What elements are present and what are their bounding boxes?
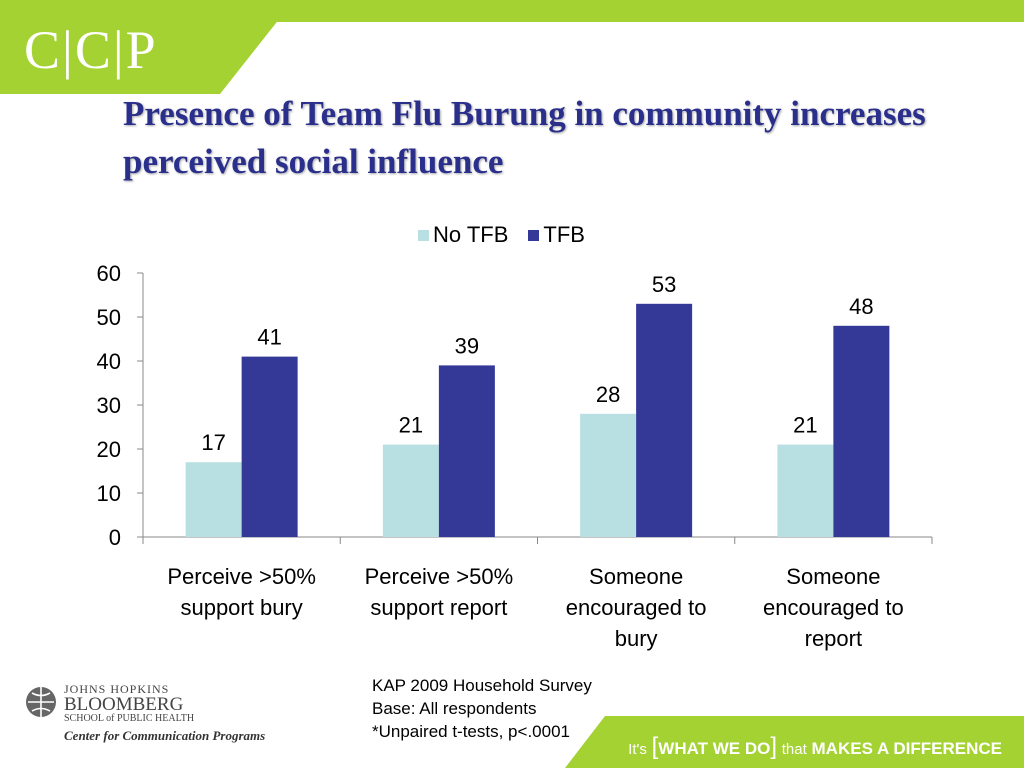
bloomberg-name: BLOOMBERG [64,694,184,715]
bar [833,325,890,537]
ccp-logo-text: C|C|P [24,20,158,80]
source-note-stats: *Unpaired t-tests, p<.0001 [372,722,570,741]
legend-item-tfb: TFB [528,222,585,248]
source-note-base: Base: All respondents [372,699,537,718]
globe-icon [26,687,56,717]
tagline: It's [WHAT WE DO] that MAKES A DIFFERENC… [628,733,1002,761]
data-label: 48 [849,294,873,319]
y-tick-label: 30 [97,393,121,418]
ccp-logo-tab [0,18,280,94]
legend-item-no-tfb: No TFB [418,222,508,248]
jhu-name: JOHNS HOPKINS [64,682,170,696]
top-green-band [0,0,1024,22]
bar [438,365,495,537]
chart-legend: No TFB TFB [418,222,605,248]
x-category-label: encouraged to [763,595,904,620]
slide-title: Presence of Team Flu Burung in community… [123,94,926,181]
school-name: SCHOOL of PUBLIC HEALTH [64,713,195,724]
source-note-survey: KAP 2009 Household Survey [372,676,592,695]
tagline-bar [565,716,1024,768]
x-category-label: Someone [786,564,880,589]
y-tick-label: 50 [97,305,121,330]
bar [382,444,439,537]
y-tick-label: 60 [97,261,121,286]
data-label: 53 [652,272,676,297]
tagline-bracket-close: ] [770,733,778,760]
x-category-label: report [805,626,862,651]
y-tick-label: 10 [97,481,121,506]
legend-swatch-no-tfb [418,229,429,241]
y-tick-label: 40 [97,349,121,374]
x-category-label: support report [370,595,507,620]
y-tick-label: 0 [109,525,121,550]
tagline-that: that [781,741,807,758]
data-label: 21 [399,413,423,438]
data-label: 28 [596,382,620,407]
x-category-label: Perceive >50% [167,564,316,589]
data-label: 41 [257,325,281,350]
legend-label-tfb: TFB [543,222,585,247]
data-label: 39 [455,333,479,358]
jhu-bloomberg-logo: JOHNS HOPKINS BLOOMBERG SCHOOL of PUBLIC… [24,682,294,746]
x-category-label: support bury [180,595,302,620]
tagline-its: It's [628,741,647,758]
x-category-label: Someone [589,564,683,589]
logo-tab-shape [0,18,280,94]
x-category-label: bury [615,626,658,651]
legend-swatch-tfb [528,229,540,241]
bar [580,413,637,537]
tagline-what-we-do: WHAT WE DO [658,739,771,758]
tagline-bar-shape [565,716,1024,768]
bar [636,303,693,537]
ccp-center-name: Center for Communication Programs [64,728,266,743]
tagline-makes-difference: MAKES A DIFFERENCE [811,739,1002,758]
y-tick-label: 20 [97,437,121,462]
source-notes: KAP 2009 Household Survey Base: All resp… [372,674,592,743]
data-label: 17 [201,430,225,455]
x-category-label: Perceive >50% [365,564,514,589]
bar [241,356,298,537]
legend-label-no-tfb: No TFB [433,222,509,247]
x-category-label: encouraged to [566,595,707,620]
bar [777,444,834,537]
bar [185,462,242,537]
data-label: 21 [793,413,817,438]
tagline-bracket-open: [ [651,733,659,760]
